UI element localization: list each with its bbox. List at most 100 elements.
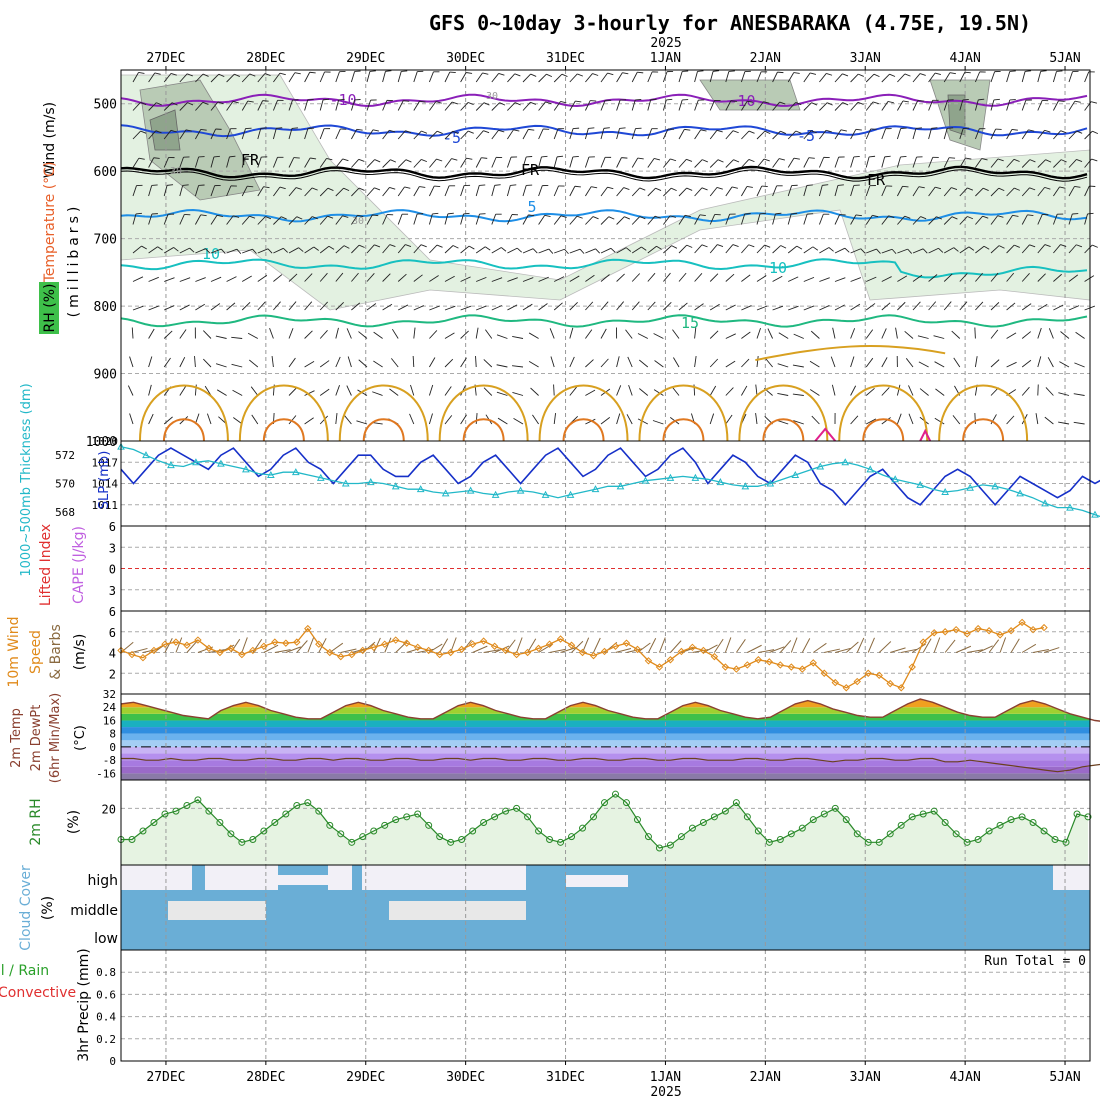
wind-barb: [444, 245, 454, 254]
wind-barb: [215, 335, 227, 339]
wind-barb-flag: [635, 98, 642, 101]
wind-barb-flag: [463, 212, 470, 215]
wind-barb: [413, 186, 420, 197]
wind-barb: [351, 187, 360, 197]
wind-barb-flag: [153, 157, 160, 159]
wind-barb: [251, 414, 259, 425]
wind-barb-flag: [405, 130, 412, 134]
wind-barb: [663, 215, 671, 225]
wind-barb-flag: [610, 247, 616, 253]
wind-barb-flag: [837, 184, 844, 186]
wind-barb: [663, 272, 671, 282]
rh2m-marker: [601, 799, 609, 807]
wind-barb-flag: [653, 158, 661, 161]
wind-barb: [351, 302, 361, 311]
wind-barb: [616, 413, 621, 425]
rh2m-marker: [765, 838, 773, 846]
wind-barb: [1037, 159, 1046, 168]
wind-barb: [772, 213, 776, 225]
rh2m-marker: [524, 813, 532, 821]
wind-barb-flag: [296, 216, 303, 220]
wind-barb-flag: [1029, 244, 1036, 248]
barb-10m: [779, 640, 792, 653]
wind-barb: [335, 356, 341, 368]
wind-barb-flag: [964, 71, 971, 74]
wind-barb: [943, 72, 951, 83]
wind-barb: [959, 72, 966, 83]
wind-barb-flag: [170, 72, 177, 76]
wind-barb: [179, 129, 187, 140]
wind-barb: [319, 329, 328, 339]
wind-barb: [881, 302, 891, 311]
wind-barb-flag: [185, 129, 192, 132]
wind-barb-flag: [702, 159, 708, 163]
wind-barb-flag: [283, 248, 289, 253]
wind-barb: [358, 331, 368, 339]
isotherm-20: [238, 384, 329, 442]
wind-barb: [834, 304, 845, 311]
wind-barb-flag: [595, 248, 601, 254]
wind-barb: [1021, 71, 1026, 83]
barb-10m: [274, 649, 291, 653]
wind-speed-marker: [249, 646, 257, 655]
wind-barb: [210, 185, 216, 197]
wind-barb: [1021, 273, 1030, 282]
wind-barb: [522, 129, 529, 140]
wind-barb: [1052, 71, 1057, 83]
wind-barb-flag: [936, 216, 943, 220]
wind-barb: [366, 71, 371, 83]
wind-barb: [709, 273, 719, 282]
y-axis-labels: Wind (m/s) Temperature (°C) (millibars) …: [0, 102, 112, 1062]
wind-speed-marker: [886, 679, 894, 688]
wind-barb: [725, 71, 730, 83]
wind-barb: [397, 186, 405, 197]
slp-tick-label: 1011: [92, 499, 119, 512]
thickness-marker: [391, 482, 400, 490]
isotherm-0: [120, 165, 1088, 180]
wind-barb-flag: [637, 157, 644, 160]
precip-tick-label: 0.8: [96, 966, 116, 979]
wind-barb: [1068, 305, 1080, 311]
wind-barb-flag: [530, 73, 537, 77]
wind-barb-flag: [997, 215, 1004, 218]
wind-barb-flag: [514, 73, 521, 77]
rh2m-marker: [491, 813, 499, 821]
wind-barb-flag: [405, 244, 412, 247]
wind-barb: [460, 357, 467, 368]
wind-barb: [694, 273, 703, 282]
wind-barb: [725, 304, 736, 311]
wind-barb: [850, 415, 859, 425]
wind-barb: [616, 157, 622, 168]
wind-barb: [319, 128, 325, 140]
wind-barb-flag: [716, 186, 723, 190]
wind-barb-flag: [267, 248, 273, 254]
rh2m-marker: [952, 830, 960, 838]
wind-barb: [912, 156, 917, 168]
wind-barb: [1021, 386, 1030, 396]
rh2m-marker: [732, 799, 740, 807]
wind-barb: [195, 303, 205, 311]
rh2m-marker: [260, 827, 268, 835]
high-cloud-partial: [278, 875, 328, 885]
rh2m-marker: [842, 816, 850, 824]
wind-barb: [850, 328, 856, 339]
wind-barb-flag: [889, 73, 896, 77]
thickness-marker: [192, 458, 200, 466]
wind-barb: [631, 216, 641, 225]
wind-speed-marker: [721, 663, 730, 671]
cloud-level-high: high: [87, 873, 118, 889]
wind-barb-flag: [607, 72, 614, 76]
rh2m-marker: [798, 824, 806, 832]
wind-barb: [600, 274, 610, 282]
wind-barb: [725, 414, 733, 425]
wind-barb: [585, 418, 596, 425]
wind-barb-flag: [902, 100, 909, 103]
wind-barb-flag: [686, 244, 693, 248]
top-date-label: 4JAN: [949, 51, 980, 66]
wind-barb: [990, 215, 998, 225]
wind-barb: [637, 418, 649, 425]
wind-barb: [226, 128, 231, 140]
wind-barb: [850, 356, 855, 368]
wind-speed-marker: [150, 646, 158, 655]
